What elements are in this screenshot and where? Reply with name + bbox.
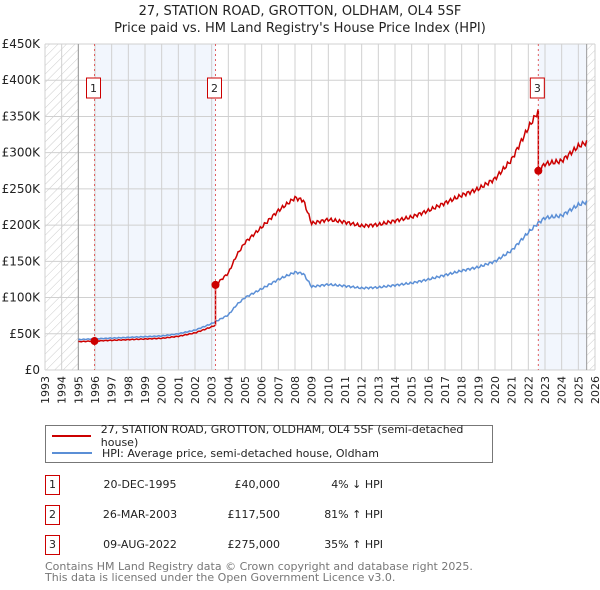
x-tick-label: 1995 bbox=[72, 376, 85, 404]
highlight-band bbox=[538, 44, 587, 370]
x-tick-label: 2025 bbox=[572, 376, 585, 404]
x-tick-label: 2023 bbox=[539, 376, 552, 404]
legend: 27, STATION ROAD, GROTTON, OLDHAM, OL4 5… bbox=[45, 423, 493, 463]
legend-item-hpi: HPI: Average price, semi-detached house,… bbox=[46, 445, 379, 461]
x-tick-label: 1996 bbox=[89, 376, 102, 404]
x-tick-label: 2005 bbox=[239, 376, 252, 404]
x-tick-label: 2001 bbox=[172, 376, 185, 404]
sale-hpi-diff: 81% ↑ HPI bbox=[324, 508, 383, 521]
sale-marker-label: 3 bbox=[534, 82, 541, 95]
sale-marker-badge: 2 bbox=[45, 505, 60, 525]
x-tick-label: 1993 bbox=[39, 376, 52, 404]
no-data-hatch bbox=[586, 44, 595, 370]
sale-price: £40,000 bbox=[234, 478, 281, 491]
price-paid-line bbox=[78, 109, 588, 343]
sale-point bbox=[534, 166, 543, 175]
sale-price: £275,000 bbox=[227, 538, 281, 551]
sale-hpi-diff: 35% ↑ HPI bbox=[324, 538, 383, 551]
y-tick-label: £450K bbox=[2, 37, 42, 51]
x-tick-label: 2000 bbox=[156, 376, 169, 404]
x-tick-label: 2022 bbox=[522, 376, 535, 404]
x-tick-label: 2015 bbox=[406, 376, 419, 404]
legend-item-price: 27, STATION ROAD, GROTTON, OLDHAM, OL4 5… bbox=[46, 423, 492, 449]
y-tick-label: £100K bbox=[2, 291, 42, 305]
x-tick-label: 2024 bbox=[556, 376, 569, 404]
sale-marker-box bbox=[529, 77, 545, 99]
sale-price: £117,500 bbox=[227, 508, 281, 521]
y-tick-label: £150K bbox=[2, 254, 42, 268]
x-tick-label: 1994 bbox=[56, 376, 69, 404]
x-tick-label: 2021 bbox=[506, 376, 519, 404]
legend-label: HPI: Average price, semi-detached house,… bbox=[102, 446, 379, 460]
sale-date: 09-AUG-2022 bbox=[103, 538, 177, 551]
sale-marker-box bbox=[86, 77, 101, 99]
x-tick-label: 2008 bbox=[289, 376, 302, 404]
chart-title: 27, STATION ROAD, GROTTON, OLDHAM, OL4 5… bbox=[138, 4, 462, 19]
hpi-line bbox=[78, 200, 588, 341]
x-tick-label: 1999 bbox=[139, 376, 152, 404]
sale-marker-label: 1 bbox=[90, 82, 97, 95]
sale-marker-label: 2 bbox=[211, 82, 218, 95]
x-tick-label: 2003 bbox=[206, 376, 219, 404]
x-tick-label: 2004 bbox=[222, 376, 235, 404]
x-tick-label: 2018 bbox=[456, 376, 469, 404]
x-tick-label: 2014 bbox=[389, 376, 402, 404]
footer-copyright: Contains HM Land Registry data © Crown c… bbox=[45, 560, 473, 573]
chart-subtitle: Price paid vs. HM Land Registry's House … bbox=[114, 21, 486, 36]
y-tick-label: £0 bbox=[25, 363, 40, 377]
sale-marker-badge: 1 bbox=[45, 475, 60, 495]
legend-swatch-blue bbox=[52, 452, 92, 454]
x-tick-label: 2007 bbox=[272, 376, 285, 404]
sale-point bbox=[211, 280, 220, 289]
sale-date: 26-MAR-2003 bbox=[102, 508, 178, 521]
x-tick-label: 2010 bbox=[322, 376, 335, 404]
x-tick-label: 2013 bbox=[372, 376, 385, 404]
x-tick-label: 2012 bbox=[356, 376, 369, 404]
y-tick-label: £200K bbox=[2, 218, 42, 232]
footer-licence: This data is licensed under the Open Gov… bbox=[45, 571, 396, 584]
sale-marker-box bbox=[207, 77, 222, 99]
x-tick-label: 2019 bbox=[472, 376, 485, 404]
legend-label: 27, STATION ROAD, GROTTON, OLDHAM, OL4 5… bbox=[100, 423, 464, 449]
plot-area: 1993 1994 1995 1996 1997 1998 1999 2000 2001 2002… bbox=[2, 37, 600, 404]
y-tick-label: £350K bbox=[2, 109, 42, 123]
legend-swatch-red bbox=[52, 435, 91, 437]
x-tick-label: 2006 bbox=[256, 376, 269, 404]
y-tick-label: £50K bbox=[9, 327, 41, 341]
sale-marker-badge: 3 bbox=[45, 535, 60, 555]
y-tick-label: £250K bbox=[2, 182, 42, 196]
sale-hpi-diff: 4% ↓ HPI bbox=[331, 478, 383, 491]
sale-point bbox=[90, 337, 99, 346]
highlight-band bbox=[94, 44, 216, 370]
y-tick-label: £300K bbox=[2, 146, 42, 160]
x-tick-label: 2002 bbox=[189, 376, 202, 404]
x-tick-label: 1998 bbox=[122, 376, 135, 404]
x-tick-label: 2026 bbox=[589, 376, 600, 404]
sale-date: 20-DEC-1995 bbox=[103, 478, 177, 491]
x-tick-label: 2009 bbox=[306, 376, 319, 404]
x-tick-label: 2020 bbox=[489, 376, 502, 404]
x-tick-label: 2011 bbox=[339, 376, 352, 404]
x-tick-label: 2017 bbox=[439, 376, 452, 404]
x-tick-label: 2016 bbox=[422, 376, 435, 404]
y-tick-label: £400K bbox=[2, 73, 42, 87]
x-tick-label: 1997 bbox=[106, 376, 119, 404]
